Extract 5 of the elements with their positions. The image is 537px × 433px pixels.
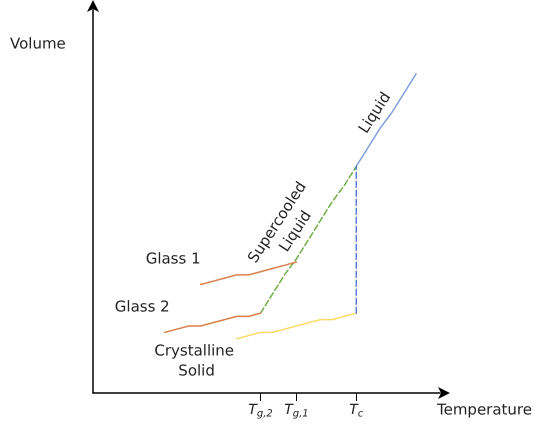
y-axis-title: Volume xyxy=(10,34,66,52)
series-label: Glass 1 xyxy=(146,249,201,268)
x-axis-title: Temperature xyxy=(436,400,532,418)
series-label: Glass 2 xyxy=(114,297,170,316)
series-label: Crystalline Solid xyxy=(154,342,239,380)
